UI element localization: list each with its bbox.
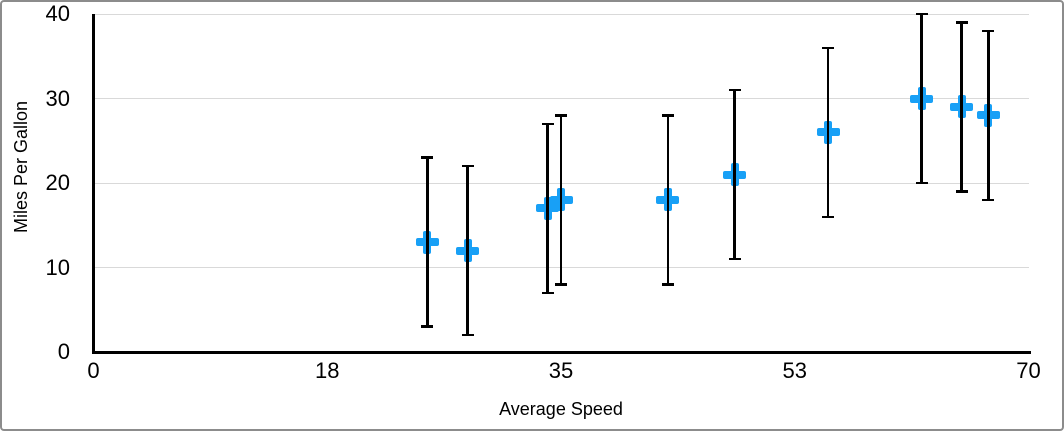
x-tick-label: 18 xyxy=(315,358,340,383)
error-bar-cap-top xyxy=(541,122,554,126)
error-bar-line xyxy=(426,157,429,327)
error-bar-line xyxy=(826,47,830,217)
error-bar-line xyxy=(559,115,563,285)
y-tick-label: 20 xyxy=(45,170,70,195)
error-bar-cap-bottom xyxy=(955,190,968,193)
error-bar-line xyxy=(666,115,670,285)
x-tick-label: 35 xyxy=(548,358,574,383)
error-bar-cap-bottom xyxy=(728,257,741,261)
y-axis-title: Miles Per Gallon xyxy=(11,100,31,234)
error-bar-cap-bottom xyxy=(822,215,835,219)
error-bar-cap-top xyxy=(822,46,835,50)
x-tick-label: 0 xyxy=(87,358,100,383)
error-bar-cap-top xyxy=(661,114,674,117)
y-axis-line xyxy=(92,14,95,354)
x-axis-title: Average Speed xyxy=(499,399,623,419)
error-bar-cap-top xyxy=(461,164,474,168)
error-bar-cap-bottom xyxy=(421,325,434,328)
error-bar-line xyxy=(546,123,549,293)
y-tick-label: 0 xyxy=(57,339,70,364)
error-bar-line xyxy=(466,166,469,336)
error-bar-cap-bottom xyxy=(541,291,554,295)
x-tick-label: 53 xyxy=(782,358,807,383)
error-bar-line xyxy=(733,90,736,260)
error-bar-cap-top xyxy=(728,88,741,92)
error-bar-cap-bottom xyxy=(661,283,674,286)
x-axis-line xyxy=(92,350,1031,354)
y-tick-label: 40 xyxy=(45,1,70,26)
y-gridline xyxy=(93,13,1029,15)
error-bar-line xyxy=(920,14,923,183)
error-bar-line xyxy=(960,22,963,192)
error-bar-cap-top xyxy=(915,12,928,16)
error-bar-cap-bottom xyxy=(461,333,474,337)
error-bar-cap-bottom xyxy=(555,283,567,286)
y-tick-label: 10 xyxy=(45,254,70,280)
error-bar-line xyxy=(987,30,990,200)
x-tick-label: 70 xyxy=(1016,358,1041,383)
error-bar-cap-bottom xyxy=(915,181,928,185)
y-gridline xyxy=(93,98,1029,99)
error-bar-cap-top xyxy=(955,21,968,24)
error-bar-cap-top xyxy=(421,156,434,159)
error-bar-cap-top xyxy=(555,114,567,117)
error-bar-cap-bottom xyxy=(982,198,995,202)
error-bar-cap-top xyxy=(982,29,995,33)
y-tick-label: 30 xyxy=(45,85,70,111)
